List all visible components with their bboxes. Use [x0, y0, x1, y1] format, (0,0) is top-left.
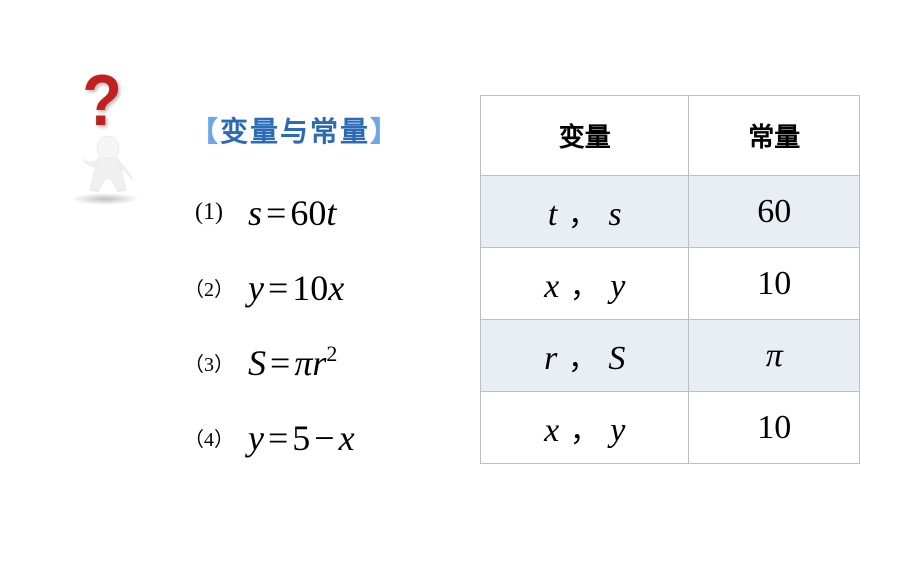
- title-text: 变量与常量: [220, 116, 370, 147]
- table-row: r ， Sπ: [481, 320, 860, 392]
- table-row: x ， y10: [481, 248, 860, 320]
- equation-formula: S=πr2: [248, 341, 337, 384]
- equation-row: （2）y=10x: [170, 250, 355, 325]
- equation-row: （3）S=πr2: [170, 325, 355, 400]
- cell-constant: 10: [689, 248, 860, 320]
- table-row: x ， y10: [481, 392, 860, 464]
- cell-variable: t ， s: [481, 176, 689, 248]
- equation-number: （3）: [170, 348, 248, 377]
- cell-constant: π: [689, 320, 860, 392]
- equation-number: （2）: [170, 273, 248, 302]
- equation-number: (1): [170, 199, 248, 226]
- table-header-variable: 变量: [481, 96, 689, 176]
- table-row: t ， s60: [481, 176, 860, 248]
- variables-constants-table: 变量 常量 t ， s60x ， y10r ， Sπx ， y10: [480, 95, 860, 464]
- title-open-bracket: 【: [190, 116, 220, 147]
- shadow-icon: [70, 193, 140, 205]
- equation-number: （4）: [170, 423, 248, 452]
- cell-variable: r ， S: [481, 320, 689, 392]
- person-figure-icon: [68, 130, 148, 200]
- question-figure-icon: ?: [60, 60, 160, 200]
- equation-formula: y=10x: [248, 267, 344, 309]
- cell-variable: x ， y: [481, 392, 689, 464]
- equation-row: (1)s=60t: [170, 175, 355, 250]
- equation-formula: s=60t: [248, 192, 336, 234]
- section-title: 【变量与常量】: [190, 110, 400, 150]
- cell-constant: 60: [689, 176, 860, 248]
- equation-list: (1)s=60t（2）y=10x（3）S=πr2（4）y=5−x: [170, 175, 355, 475]
- equation-formula: y=5−x: [248, 417, 355, 459]
- table-header-constant: 常量: [689, 96, 860, 176]
- title-close-bracket: 】: [370, 116, 400, 147]
- cell-constant: 10: [689, 392, 860, 464]
- cell-variable: x ， y: [481, 248, 689, 320]
- equation-row: （4）y=5−x: [170, 400, 355, 475]
- table-body: t ， s60x ， y10r ， Sπx ， y10: [481, 176, 860, 464]
